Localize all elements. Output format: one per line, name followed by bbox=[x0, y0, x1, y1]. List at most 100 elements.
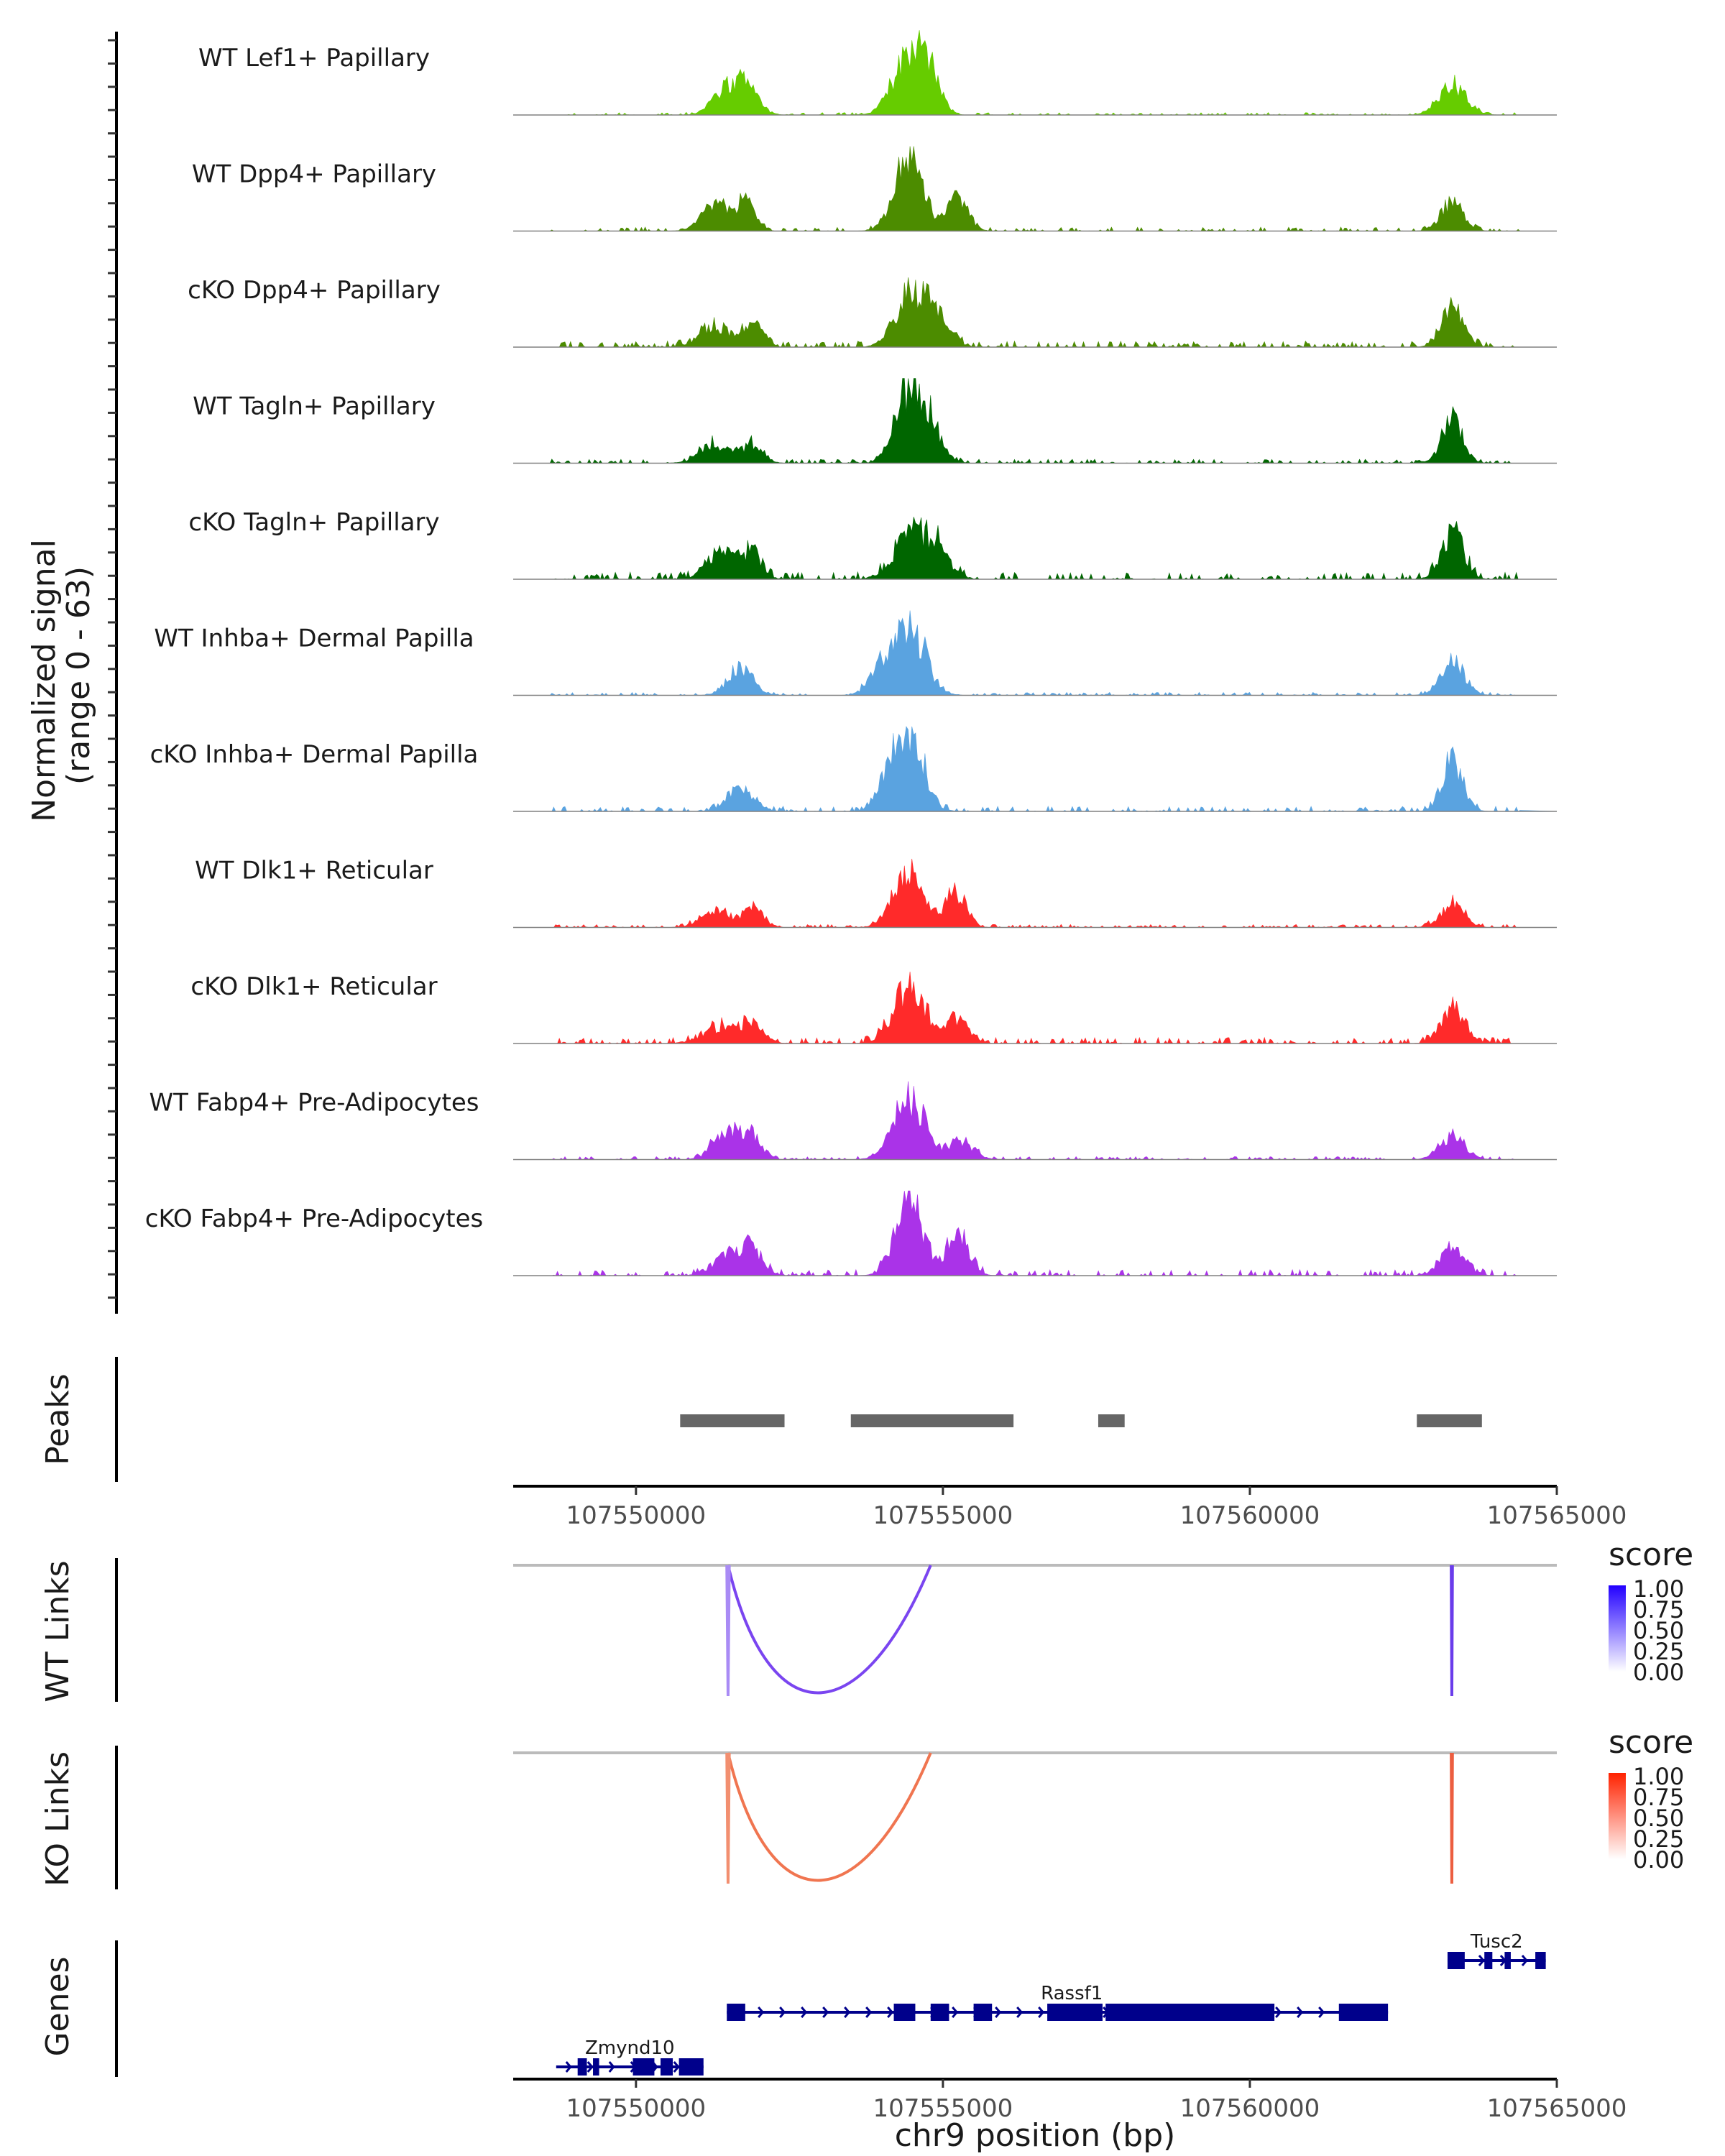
x-tick-label: 107550000 bbox=[566, 2094, 706, 2123]
strand-arrow bbox=[1297, 2007, 1304, 2018]
legend-tick-label: 1.00 bbox=[1633, 1575, 1684, 1603]
genes-x-axis: 107550000 107555000 107560000 107565000 bbox=[513, 2078, 1627, 2123]
strand-arrow bbox=[608, 2061, 615, 2073]
link-arc bbox=[726, 1565, 932, 1695]
strand-arrow bbox=[1016, 2007, 1024, 2018]
strand-arrow bbox=[565, 2061, 572, 2073]
strand-arrow bbox=[801, 2007, 808, 2018]
link-arc bbox=[726, 1752, 932, 1882]
coverage-track: WT Inhba+ Dermal Papilla bbox=[154, 610, 1557, 696]
gene-exon bbox=[1047, 2004, 1103, 2021]
gene-exon bbox=[1447, 1952, 1465, 1969]
track-label: WT Tagln+ Papillary bbox=[193, 392, 436, 421]
strand-arrow bbox=[995, 2007, 1002, 2018]
coverage-y-ticks bbox=[108, 39, 116, 1299]
track-label: WT Inhba+ Dermal Papilla bbox=[154, 625, 474, 653]
strand-arrow bbox=[1275, 2007, 1282, 2018]
gene-exon bbox=[1504, 1952, 1511, 1969]
gene-model: Zmynd10 bbox=[556, 2037, 704, 2076]
gene-exon bbox=[1105, 2004, 1275, 2021]
link-arc bbox=[1450, 1752, 1454, 1884]
strand-arrow bbox=[673, 2061, 680, 2073]
x-tick-label: 107550000 bbox=[566, 1501, 706, 1530]
gene-exon bbox=[678, 2058, 704, 2076]
coverage-track: cKO Dpp4+ Papillary bbox=[188, 276, 1557, 348]
coverage-track: WT Fabp4+ Pre-Adipocytes bbox=[150, 1081, 1557, 1161]
legend-colorbar bbox=[1609, 1585, 1626, 1672]
link-arc bbox=[725, 1752, 731, 1884]
coverage-y-title-line2: (range 0 - 63) bbox=[60, 566, 97, 785]
track-label: WT Dlk1+ Reticular bbox=[195, 857, 433, 885]
track-label: cKO Tagln+ Papillary bbox=[188, 508, 439, 537]
track-label: cKO Fabp4+ Pre-Adipocytes bbox=[145, 1204, 484, 1233]
x-tick-label: 107560000 bbox=[1180, 1501, 1320, 1530]
gene-exon bbox=[893, 2004, 916, 2021]
track-label: WT Dpp4+ Papillary bbox=[192, 160, 436, 189]
coverage-tracks: WT Lef1+ Papillary WT Dpp4+ Papillary cKO … bbox=[145, 29, 1558, 1276]
legend-tick-label: 0.75 bbox=[1633, 1596, 1684, 1623]
legend-colorbar bbox=[1609, 1773, 1626, 1859]
gene-exon bbox=[1535, 1952, 1546, 1969]
track-label: WT Fabp4+ Pre-Adipocytes bbox=[150, 1089, 479, 1118]
strand-arrow bbox=[865, 2007, 873, 2018]
track-label: cKO Dpp4+ Papillary bbox=[188, 276, 441, 305]
track-label: WT Lef1+ Papillary bbox=[198, 44, 430, 73]
coverage-y-title-line1: Normalized signal bbox=[26, 539, 63, 822]
x-tick-label: 107565000 bbox=[1487, 2094, 1627, 2123]
legend-tick-label: 0.75 bbox=[1633, 1784, 1684, 1811]
peak-region bbox=[680, 1414, 785, 1427]
peak-region bbox=[1098, 1414, 1125, 1427]
coverage-track: WT Dpp4+ Papillary bbox=[192, 146, 1557, 232]
links-track-title: WT Links bbox=[40, 1560, 76, 1702]
strand-arrow bbox=[822, 2007, 829, 2018]
genes-track-title: Genes bbox=[40, 1956, 76, 2056]
coverage-track: cKO Fabp4+ Pre-Adipocytes bbox=[145, 1190, 1557, 1276]
gene-name: Tusc2 bbox=[1470, 1931, 1523, 1953]
gene-exon bbox=[660, 2058, 673, 2076]
coverage-track: cKO Inhba+ Dermal Papilla bbox=[150, 726, 1558, 812]
links-track-title: KO Links bbox=[40, 1751, 76, 1886]
x-tick-label: 107555000 bbox=[873, 2094, 1013, 2123]
coverage-area bbox=[513, 29, 1557, 116]
coverage-area bbox=[513, 972, 1557, 1044]
link-arc bbox=[1450, 1565, 1454, 1697]
peak-regions bbox=[680, 1414, 1482, 1427]
x-tick-label: 107555000 bbox=[873, 1501, 1013, 1530]
gene-exon bbox=[593, 2058, 599, 2076]
gene-model: Rassf1 bbox=[727, 1983, 1389, 2021]
coverage-area bbox=[513, 1081, 1557, 1160]
x-axis-title: chr9 position (bp) bbox=[895, 2117, 1176, 2154]
gene-models: Tusc2 Rassf1 Zmynd10 bbox=[556, 1931, 1546, 2076]
legend-tick-label: 1.00 bbox=[1633, 1763, 1684, 1790]
legend-title: score bbox=[1609, 1537, 1693, 1573]
strand-arrow bbox=[779, 2007, 786, 2018]
peaks-panel: Peaks 107550000 107555000 107560000 1075650… bbox=[40, 1357, 1627, 1530]
strand-arrow bbox=[758, 2007, 765, 2018]
strand-arrow bbox=[844, 2007, 851, 2018]
gene-exon bbox=[1484, 1952, 1493, 1969]
genes-panel: Genes Tusc2 Rassf1 Zmynd10 107550000 107555… bbox=[40, 1931, 1627, 2154]
strand-arrow bbox=[887, 2007, 894, 2018]
coverage-track: cKO Tagln+ Papillary bbox=[188, 508, 1557, 581]
strand-arrow bbox=[1521, 1955, 1528, 1966]
gene-exon bbox=[930, 2004, 949, 2021]
track-label: cKO Inhba+ Dermal Papilla bbox=[150, 740, 479, 769]
x-tick-label: 107565000 bbox=[1487, 1501, 1627, 1530]
coverage-area bbox=[513, 726, 1558, 812]
x-tick-label: 107560000 bbox=[1180, 2094, 1320, 2123]
coverage-area bbox=[513, 378, 1557, 464]
gene-exon bbox=[727, 2004, 745, 2021]
coverage-area bbox=[513, 146, 1557, 232]
gene-name: Zmynd10 bbox=[585, 2037, 675, 2059]
coverage-y-axis-title: Normalized signal (range 0 - 63) bbox=[26, 529, 97, 822]
coverage-area bbox=[513, 517, 1557, 581]
legend-tick-label: 0.25 bbox=[1633, 1825, 1684, 1853]
strand-arrow bbox=[952, 2007, 959, 2018]
gene-model: Tusc2 bbox=[1447, 1931, 1546, 1969]
legend-tick-label: 0.00 bbox=[1633, 1846, 1684, 1874]
link-arc bbox=[725, 1565, 731, 1697]
legend-tick-label: 0.50 bbox=[1633, 1805, 1684, 1832]
